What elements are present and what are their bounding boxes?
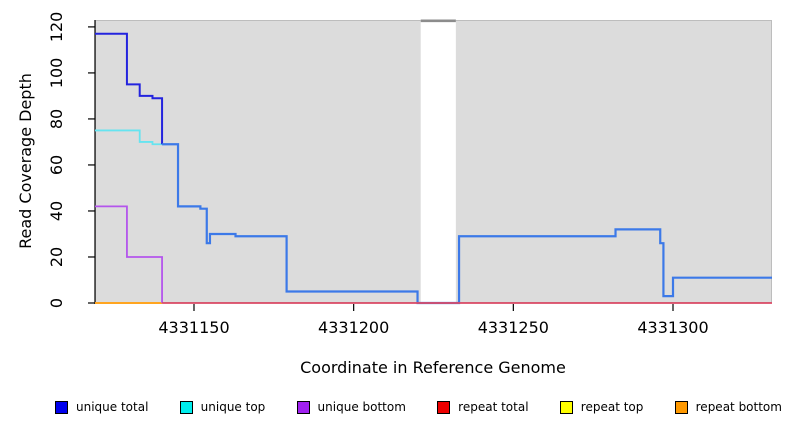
legend-label: unique bottom bbox=[317, 400, 406, 414]
legend-item-unique-bottom: unique bottom bbox=[296, 400, 406, 414]
y-axis-title: Read Coverage Depth bbox=[16, 73, 35, 249]
legend-item-repeat-top: repeat top bbox=[559, 400, 644, 414]
x-axis-title: Coordinate in Reference Genome bbox=[300, 358, 566, 377]
y-tick-label: 40 bbox=[47, 201, 66, 221]
legend-item-unique-total: unique total bbox=[55, 400, 148, 414]
legend-label: unique top bbox=[200, 400, 266, 414]
legend-label: repeat total bbox=[458, 400, 529, 414]
y-tick-label: 100 bbox=[47, 58, 66, 89]
legend-swatch-unique-bottom bbox=[296, 400, 310, 414]
x-tick-label: 4331150 bbox=[158, 318, 229, 337]
legend-label: repeat bottom bbox=[695, 400, 782, 414]
legend-item-unique-top: unique top bbox=[179, 400, 266, 414]
y-tick-label: 80 bbox=[47, 109, 66, 129]
series-coverage-total-continuation bbox=[162, 143, 772, 305]
legend-label: unique total bbox=[76, 400, 149, 414]
series-unique-bottom bbox=[95, 205, 163, 303]
chart-legend: unique total unique top unique bottom repea… bbox=[0, 396, 792, 418]
y-tick-label: 120 bbox=[47, 12, 66, 43]
x-tick-label: 4331300 bbox=[637, 318, 708, 337]
y-tick-label: 20 bbox=[47, 247, 66, 267]
x-tick-label: 4331200 bbox=[318, 318, 389, 337]
legend-swatch-repeat-total bbox=[437, 400, 451, 414]
series-unique-top bbox=[95, 129, 163, 146]
x-tick-label: 4331250 bbox=[478, 318, 549, 337]
legend-item-repeat-total: repeat total bbox=[437, 400, 529, 414]
masked-region bbox=[420, 20, 456, 302]
legend-swatch-repeat-bottom bbox=[674, 400, 688, 414]
legend-swatch-unique-total bbox=[55, 400, 68, 414]
y-tick-label: 60 bbox=[47, 155, 66, 175]
coverage-chart: 0 20 40 60 80 100 120 4331150 4331200 4331250 4331… bbox=[47, 12, 772, 337]
legend-swatch-unique-top bbox=[179, 400, 193, 414]
legend-item-repeat-bottom: repeat bottom bbox=[674, 400, 782, 414]
legend-swatch-repeat-top bbox=[559, 400, 573, 414]
series-unique-total bbox=[95, 32, 164, 145]
y-tick-label: 0 bbox=[47, 298, 66, 308]
legend-label: repeat top bbox=[580, 400, 644, 414]
